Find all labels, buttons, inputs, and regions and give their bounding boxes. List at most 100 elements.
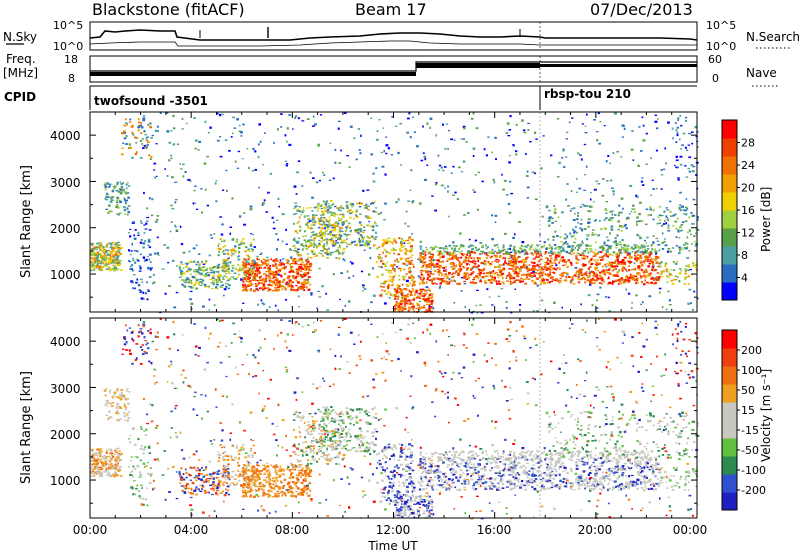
velocity-cell	[93, 468, 96, 471]
power-cell	[186, 278, 190, 281]
power-cell	[366, 242, 369, 245]
power-cell	[349, 125, 353, 128]
power-cell	[188, 279, 191, 282]
power-cell	[341, 252, 344, 255]
power-cell	[534, 172, 537, 175]
power-cell	[275, 270, 277, 273]
power-cell	[575, 257, 578, 259]
power-cell	[619, 243, 622, 246]
power-cell	[667, 271, 670, 273]
power-cell	[150, 267, 153, 269]
power-cell	[582, 252, 585, 255]
power-cell	[601, 265, 605, 268]
power-cell	[305, 267, 308, 271]
power-cell	[289, 248, 291, 250]
power-cell	[638, 246, 641, 248]
power-cell	[638, 212, 641, 216]
power-cell	[641, 264, 644, 267]
power-cell	[309, 171, 312, 174]
power-cell	[267, 259, 270, 262]
power-cell	[339, 219, 342, 222]
power-cell	[642, 124, 645, 127]
power-cell	[501, 173, 503, 176]
power-cell	[397, 285, 401, 287]
power-cell	[383, 281, 387, 284]
power-cell	[271, 290, 275, 292]
power-cell	[90, 251, 94, 254]
power-cell	[372, 237, 375, 239]
power-cell	[541, 274, 544, 277]
power-cell	[669, 250, 672, 253]
power-cell	[222, 276, 224, 279]
power-cell	[392, 275, 395, 278]
power-cell	[231, 252, 234, 255]
power-cell	[505, 306, 508, 309]
power-scatter	[90, 112, 700, 314]
power-cell	[479, 280, 483, 283]
power-cell	[247, 277, 250, 281]
power-cell	[195, 280, 198, 283]
power-cell	[605, 254, 608, 257]
power-cell	[395, 125, 398, 128]
power-cell	[565, 241, 567, 243]
power-cell	[200, 272, 203, 275]
power-cell	[416, 296, 418, 299]
power-cell	[656, 223, 659, 225]
power-cell	[540, 281, 544, 283]
power-cell	[353, 137, 356, 139]
power-cell	[330, 204, 333, 207]
power-cell	[586, 255, 589, 258]
power-cell	[573, 232, 575, 234]
power-cell	[490, 278, 493, 281]
power-cell	[241, 261, 245, 264]
power-cell	[288, 270, 292, 273]
power-cell	[496, 261, 499, 263]
power-cell	[312, 249, 315, 252]
power-cell	[563, 237, 567, 240]
power-cell	[174, 224, 176, 227]
power-cell	[641, 116, 644, 119]
power-cell	[281, 280, 285, 283]
power-cell	[503, 261, 506, 264]
power-cell	[303, 239, 306, 242]
power-cell	[221, 189, 225, 191]
power-cell	[409, 282, 412, 284]
power-cell	[659, 215, 662, 217]
power-cell	[657, 243, 661, 246]
power-cell	[189, 286, 193, 288]
power-cell	[597, 263, 601, 265]
power-cell	[559, 280, 562, 283]
power-cell	[397, 298, 399, 300]
power-cell	[128, 259, 130, 262]
power-cell	[295, 259, 297, 261]
power-cell	[642, 139, 646, 142]
power-cell	[340, 218, 343, 221]
power-cell	[466, 253, 468, 256]
power-cell	[277, 197, 280, 201]
power-cell	[199, 284, 203, 287]
power-cell	[456, 273, 460, 276]
power-cell	[640, 303, 643, 306]
power-cell	[257, 156, 260, 159]
power-cell	[613, 265, 617, 268]
cpid-label: CPID	[4, 90, 36, 104]
power-cell	[390, 241, 393, 244]
power-cell	[337, 252, 341, 255]
power-cell	[478, 274, 481, 277]
power-cell	[426, 122, 429, 125]
power-cell	[137, 129, 140, 132]
power-cell	[131, 243, 134, 246]
power-cell	[603, 241, 606, 244]
power-cell	[448, 244, 451, 247]
velocity-cell	[93, 457, 96, 460]
power-cell	[260, 266, 262, 270]
power-cell	[108, 242, 112, 245]
power-cell	[520, 260, 523, 263]
power-cell	[108, 211, 111, 214]
power-cell	[248, 263, 251, 265]
power-cell	[677, 178, 680, 181]
power-cell	[519, 265, 523, 269]
power-cell	[507, 248, 510, 250]
power-cell	[684, 213, 688, 216]
power-cell	[306, 207, 308, 210]
